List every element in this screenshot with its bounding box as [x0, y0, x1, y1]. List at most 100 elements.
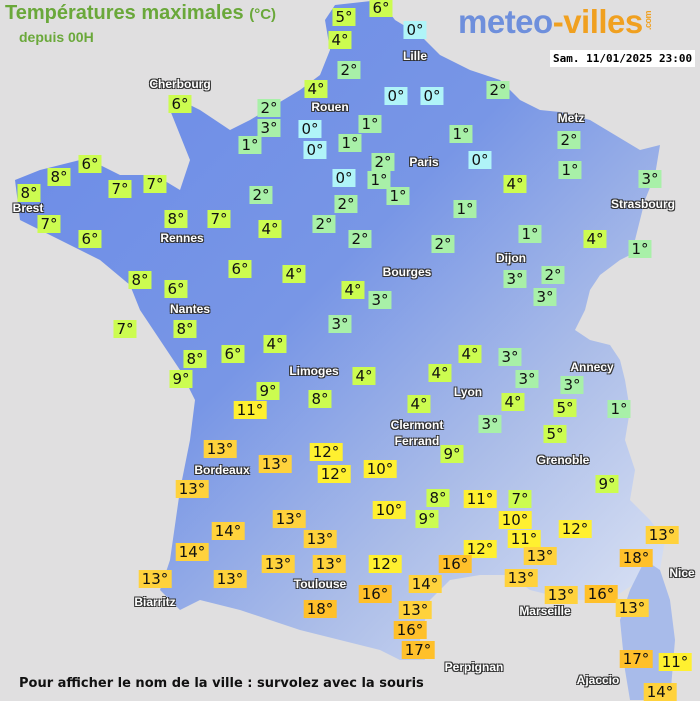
temperature-marker[interactable]: 1° [449, 125, 473, 143]
temperature-marker[interactable]: 0° [420, 87, 444, 105]
temperature-marker[interactable]: 8° [128, 271, 152, 289]
temperature-marker[interactable]: 0° [403, 21, 427, 39]
temperature-marker[interactable]: 13° [213, 570, 247, 588]
temperature-marker[interactable]: 1° [453, 200, 477, 218]
temperature-marker[interactable]: 11° [463, 490, 497, 508]
temperature-marker[interactable]: 3° [498, 348, 522, 366]
temperature-marker[interactable]: 10° [372, 501, 406, 519]
temperature-marker[interactable]: 10° [498, 511, 532, 529]
temperature-marker[interactable]: 4° [304, 80, 328, 98]
temperature-marker[interactable]: 9° [169, 370, 193, 388]
temperature-marker[interactable]: 3° [478, 415, 502, 433]
temperature-marker[interactable]: 9° [415, 510, 439, 528]
temperature-marker[interactable]: 18° [303, 600, 337, 618]
temperature-marker[interactable]: 5° [553, 399, 577, 417]
city-label-annecy[interactable]: Annecy [570, 360, 614, 374]
temperature-marker[interactable]: 4° [428, 364, 452, 382]
city-label-ajaccio[interactable]: Ajaccio [576, 673, 620, 687]
temperature-marker[interactable]: 18° [619, 549, 653, 567]
temperature-marker[interactable]: 3° [515, 370, 539, 388]
temperature-marker[interactable]: 11° [658, 653, 692, 671]
temperature-marker[interactable]: 4° [263, 335, 287, 353]
temperature-marker[interactable]: 1° [558, 161, 582, 179]
temperature-marker[interactable]: 12° [463, 540, 497, 558]
temperature-marker[interactable]: 7° [108, 180, 132, 198]
temperature-marker[interactable]: 4° [282, 265, 306, 283]
temperature-marker[interactable]: 3° [638, 170, 662, 188]
temperature-marker[interactable]: 0° [332, 169, 356, 187]
temperature-marker[interactable]: 8° [17, 184, 41, 202]
temperature-marker[interactable]: 3° [560, 376, 584, 394]
temperature-marker[interactable]: 10° [363, 460, 397, 478]
temperature-marker[interactable]: 3° [368, 291, 392, 309]
temperature-marker[interactable]: 2° [334, 195, 358, 213]
temperature-marker[interactable]: 13° [398, 601, 432, 619]
temperature-marker[interactable]: 6° [78, 230, 102, 248]
temperature-marker[interactable]: 4° [503, 175, 527, 193]
temperature-marker[interactable]: 0° [468, 151, 492, 169]
temperature-marker[interactable]: 17° [619, 650, 653, 668]
temperature-marker[interactable]: 7° [37, 215, 61, 233]
temperature-marker[interactable]: 2° [557, 131, 581, 149]
temperature-marker[interactable]: 13° [615, 599, 649, 617]
temperature-marker[interactable]: 13° [504, 569, 538, 587]
temperature-marker[interactable]: 4° [458, 345, 482, 363]
temperature-marker[interactable]: 12° [317, 465, 351, 483]
city-label-grenoble[interactable]: Grenoble [536, 453, 590, 467]
temperature-marker[interactable]: 4° [352, 367, 376, 385]
temperature-marker[interactable]: 4° [583, 230, 607, 248]
temperature-marker[interactable]: 6° [369, 0, 393, 17]
temperature-marker[interactable]: 3° [257, 119, 281, 137]
temperature-marker[interactable]: 8° [426, 489, 450, 507]
temperature-marker[interactable]: 2° [348, 230, 372, 248]
city-label-rennes[interactable]: Rennes [160, 231, 204, 245]
temperature-marker[interactable]: 13° [175, 480, 209, 498]
temperature-marker[interactable]: 12° [309, 443, 343, 461]
temperature-marker[interactable]: 2° [541, 266, 565, 284]
temperature-marker[interactable]: 4° [501, 393, 525, 411]
city-label-dijon[interactable]: Dijon [496, 251, 526, 265]
temperature-marker[interactable]: 3° [533, 288, 557, 306]
temperature-marker[interactable]: 13° [261, 555, 295, 573]
temperature-marker[interactable]: 14° [211, 522, 245, 540]
temperature-marker[interactable]: 7° [143, 175, 167, 193]
temperature-marker[interactable]: 13° [272, 510, 306, 528]
temperature-marker[interactable]: 11° [233, 401, 267, 419]
temperature-marker[interactable]: 0° [384, 87, 408, 105]
temperature-marker[interactable]: 8° [308, 390, 332, 408]
city-label-nice[interactable]: Nice [669, 566, 695, 580]
temperature-marker[interactable]: 13° [523, 547, 557, 565]
city-label-lyon[interactable]: Lyon [453, 385, 483, 399]
temperature-marker[interactable]: 11° [507, 530, 541, 548]
temperature-marker[interactable]: 5° [332, 8, 356, 26]
city-label-bordeaux[interactable]: Bordeaux [194, 463, 250, 477]
temperature-marker[interactable]: 1° [628, 240, 652, 258]
temperature-marker[interactable]: 4° [341, 281, 365, 299]
temperature-marker[interactable]: 16° [438, 555, 472, 573]
temperature-marker[interactable]: 13° [138, 570, 172, 588]
city-label-rouen[interactable]: Rouen [311, 100, 349, 114]
temperature-marker[interactable]: 6° [228, 260, 252, 278]
temperature-marker[interactable]: 3° [503, 270, 527, 288]
temperature-marker[interactable]: 14° [175, 543, 209, 561]
temperature-marker[interactable]: 8° [183, 350, 207, 368]
city-label-paris[interactable]: Paris [409, 155, 439, 169]
temperature-marker[interactable]: 1° [518, 225, 542, 243]
city-label-perpignan[interactable]: Perpignan [444, 660, 504, 674]
city-label-nantes[interactable]: Nantes [169, 302, 211, 316]
temperature-marker[interactable]: 9° [595, 475, 619, 493]
temperature-marker[interactable]: 8° [164, 210, 188, 228]
temperature-marker[interactable]: 13° [303, 530, 337, 548]
temperature-marker[interactable]: 12° [368, 555, 402, 573]
city-label-biarritz[interactable]: Biarritz [134, 595, 176, 609]
temperature-marker[interactable]: 14° [408, 575, 442, 593]
temperature-marker[interactable]: 7° [508, 490, 532, 508]
temperature-marker[interactable]: 2° [249, 186, 273, 204]
temperature-marker[interactable]: 9° [440, 445, 464, 463]
city-label-lille[interactable]: Lille [402, 49, 428, 63]
temperature-marker[interactable]: 1° [607, 400, 631, 418]
temperature-marker[interactable]: 0° [303, 141, 327, 159]
temperature-marker[interactable]: 13° [203, 440, 237, 458]
temperature-marker[interactable]: 6° [221, 345, 245, 363]
temperature-marker[interactable]: 2° [312, 215, 336, 233]
